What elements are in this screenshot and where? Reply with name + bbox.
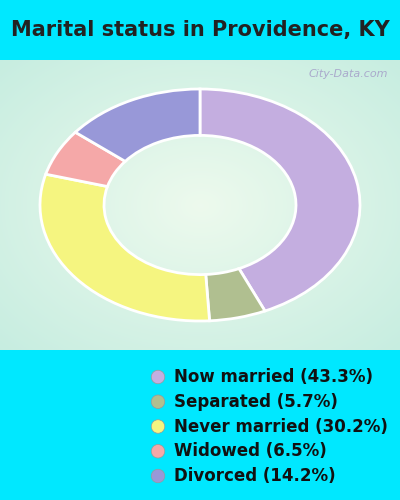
- Text: City-Data.com: City-Data.com: [308, 68, 388, 78]
- Wedge shape: [40, 174, 210, 321]
- Wedge shape: [75, 89, 200, 162]
- Text: Now married (43.3%): Now married (43.3%): [174, 368, 373, 386]
- Text: Marital status in Providence, KY: Marital status in Providence, KY: [11, 20, 389, 40]
- Text: Widowed (6.5%): Widowed (6.5%): [174, 442, 326, 460]
- Wedge shape: [200, 89, 360, 311]
- Circle shape: [151, 370, 165, 384]
- Circle shape: [151, 444, 165, 458]
- Circle shape: [151, 395, 165, 408]
- Wedge shape: [206, 268, 265, 321]
- Text: Divorced (14.2%): Divorced (14.2%): [174, 467, 335, 485]
- Text: Never married (30.2%): Never married (30.2%): [174, 418, 388, 436]
- Text: Separated (5.7%): Separated (5.7%): [174, 393, 338, 411]
- Circle shape: [151, 420, 165, 433]
- Circle shape: [151, 469, 165, 483]
- Wedge shape: [46, 132, 125, 186]
